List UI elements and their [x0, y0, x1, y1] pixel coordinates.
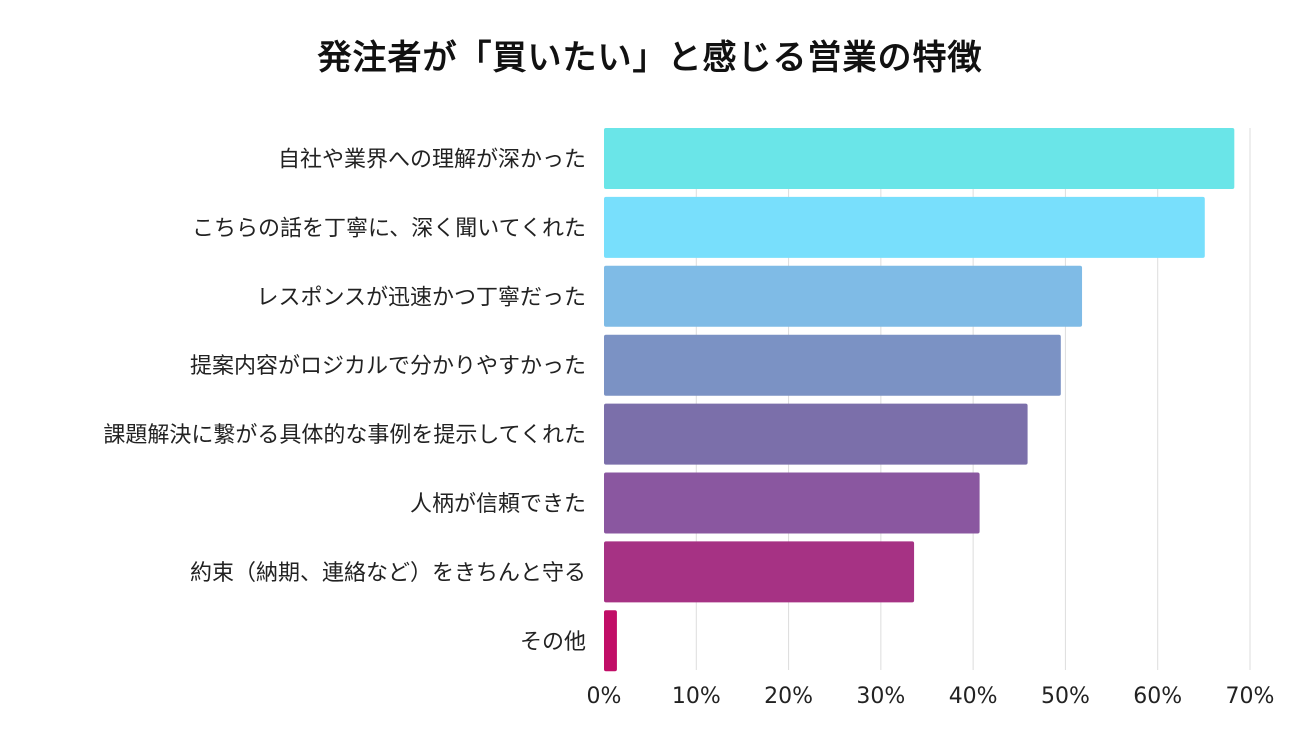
x-tick-label: 40% — [949, 684, 998, 709]
x-axis-tick-labels: 0% 10% 20% 30% 40% 50% 60% 70% — [587, 684, 1275, 709]
x-tick-label: 30% — [856, 684, 905, 709]
bar — [604, 403, 1028, 465]
bar — [604, 334, 1061, 396]
category-labels: 自社や業界への理解が深かったこちらの話を丁寧に、深く聞いてくれたレスポンスが迅速… — [103, 148, 586, 655]
bar — [604, 610, 617, 672]
x-tick-label: 0% — [587, 684, 622, 709]
category-label: 約束（納期、連絡など）をきちんと守る — [190, 561, 586, 586]
category-label: 課題解決に繋がる具体的な事例を提示してくれた — [103, 423, 586, 448]
category-label: 人柄が信頼できた — [410, 492, 586, 517]
x-tick-label: 70% — [1226, 684, 1275, 709]
x-tick-label: 10% — [672, 684, 721, 709]
category-label: 自社や業界への理解が深かった — [278, 148, 586, 173]
bar — [604, 541, 915, 603]
category-label: 提案内容がロジカルで分かりやすかった — [190, 354, 586, 379]
bars — [604, 128, 1235, 672]
category-label: こちらの話を丁寧に、深く聞いてくれた — [192, 216, 586, 241]
bar — [604, 196, 1205, 258]
x-tick-label: 60% — [1133, 684, 1182, 709]
category-label: その他 — [520, 630, 586, 655]
x-tick-label: 50% — [1041, 684, 1090, 709]
x-tick-label: 20% — [764, 684, 813, 709]
bar — [604, 472, 980, 534]
chart-title: 発注者が「買いたい」と感じる営業の特徴 — [317, 38, 983, 78]
bar — [604, 128, 1235, 189]
category-label: レスポンスが迅速かつ丁寧だった — [256, 285, 586, 310]
bar — [604, 265, 1083, 327]
